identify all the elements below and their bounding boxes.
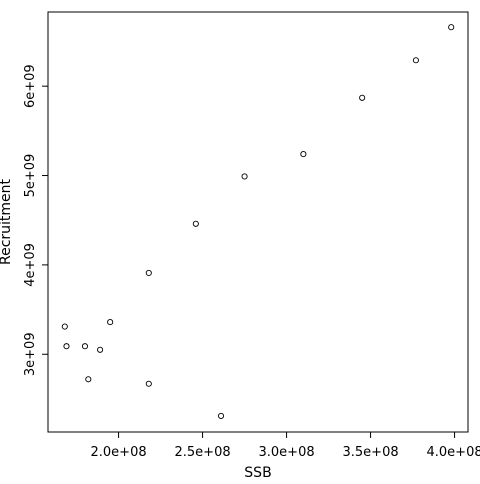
data-point <box>145 380 152 387</box>
x-tick-label: 2.5e+08 <box>175 445 231 460</box>
data-points <box>61 24 455 419</box>
y-tick-label: 3e+09 <box>23 332 38 376</box>
data-point <box>217 412 225 419</box>
data-point <box>192 220 199 227</box>
y-tick-label: 6e+09 <box>23 64 38 108</box>
y-tick-label: 5e+09 <box>23 154 38 198</box>
x-tick-label: 3.0e+08 <box>259 445 315 460</box>
data-point <box>107 319 114 326</box>
data-point <box>448 24 455 31</box>
data-point <box>241 173 248 180</box>
x-axis-label: SSB <box>244 465 271 480</box>
data-point <box>61 323 68 330</box>
x-tick-label: 2.0e+08 <box>91 445 147 460</box>
data-point <box>300 151 307 158</box>
data-point <box>359 94 366 101</box>
data-point <box>412 57 419 64</box>
y-axis: 3e+09 4e+09 5e+09 6e+09 <box>23 64 48 376</box>
y-tick-label: 4e+09 <box>23 243 38 287</box>
data-point <box>81 343 89 350</box>
x-tick-label: 3.5e+08 <box>343 445 399 460</box>
data-point <box>85 376 92 383</box>
plot-frame <box>47 11 469 433</box>
x-tick-label: 4.0e+08 <box>427 445 480 460</box>
data-point <box>63 343 70 350</box>
x-axis: 2.0e+08 2.5e+08 3.0e+08 3.5e+08 4.0e+08 <box>91 432 480 460</box>
data-point <box>97 346 104 353</box>
data-point <box>145 269 152 276</box>
y-axis-label: Recruitment <box>0 178 14 265</box>
